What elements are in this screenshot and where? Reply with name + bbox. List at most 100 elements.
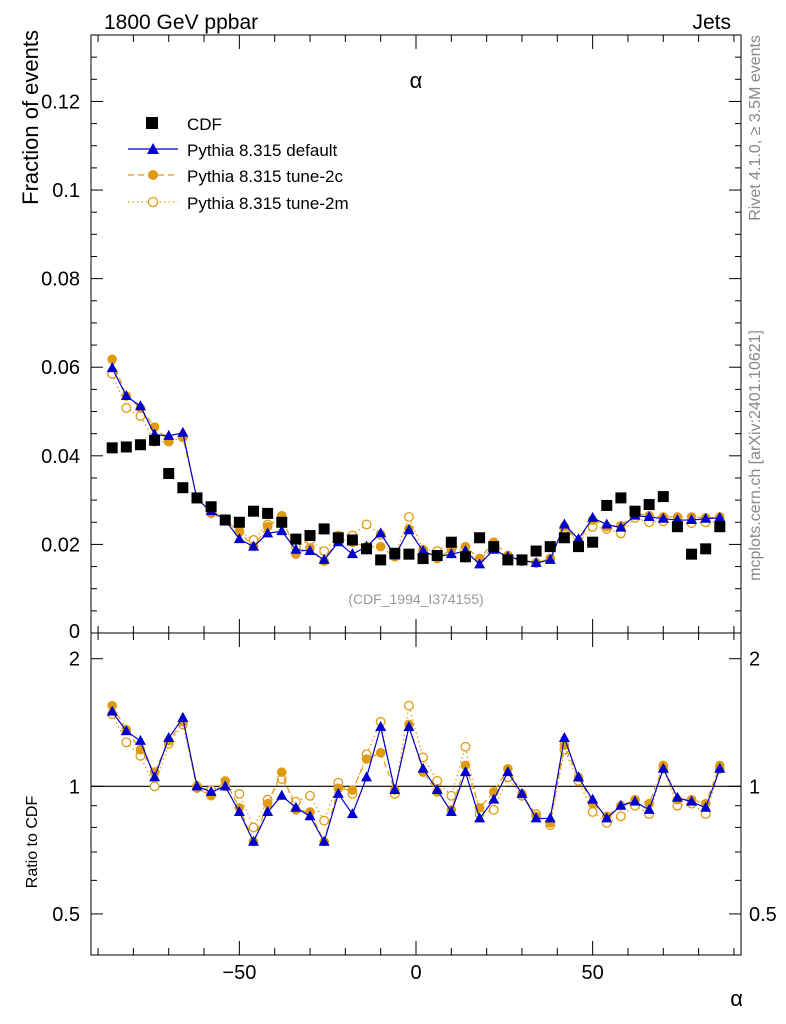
main-point-cdf	[403, 548, 415, 560]
main-point-cdf	[134, 439, 146, 451]
main-point-pythia-8-315-default	[262, 527, 274, 538]
ratio-y-tick-label: 0.5	[52, 904, 80, 926]
main-point-cdf	[657, 491, 669, 503]
legend-label-cdf: CDF	[187, 115, 222, 134]
ratio-plot-series	[106, 700, 726, 847]
ratio-point-pythia-8-315-default	[686, 795, 698, 806]
legend-label-tune2m: Pythia 8.315 tune-2m	[187, 194, 349, 213]
ratio-point-pythia-8-315-tune-2m	[432, 775, 443, 786]
main-point-cdf	[262, 507, 274, 519]
main-point-pythia-8-315-default	[120, 390, 132, 401]
main-point-pythia-8-315-default	[643, 510, 655, 521]
main-point-pythia-8-315-default	[403, 524, 415, 535]
main-point-cdf	[106, 442, 118, 454]
main-point-pythia-8-315-default	[474, 558, 486, 569]
ratio-point-pythia-8-315-default	[106, 705, 118, 716]
main-line-pythia-8-315-tune-2m	[111, 373, 720, 564]
main-point-pythia-8-315-default	[445, 548, 457, 559]
main-point-pythia-8-315-default	[573, 533, 584, 544]
main-point-cdf	[671, 521, 683, 533]
main-point-cdf	[191, 492, 203, 504]
main-point-cdf	[558, 532, 570, 544]
main-point-pythia-8-315-default	[248, 540, 259, 551]
main-point-cdf	[643, 499, 655, 511]
main-line-pythia-8-315-tune-2c	[111, 359, 720, 564]
legend-label-default: Pythia 8.315 default	[187, 141, 338, 160]
main-point-cdf	[332, 532, 344, 544]
main-point-pythia-8-315-tune-2c	[262, 521, 273, 532]
ratio-point-pythia-8-315-default	[403, 721, 415, 732]
main-point-cdf	[389, 547, 401, 559]
ratio-point-pythia-8-315-default	[219, 780, 231, 791]
main-point-pythia-8-315-default	[276, 525, 288, 536]
ratio-point-pythia-8-315-default	[120, 725, 132, 736]
main-point-cdf	[417, 553, 429, 565]
ratio-point-pythia-8-315-default	[714, 762, 726, 773]
ratio-point-pythia-8-315-default	[431, 784, 443, 795]
ratio-point-pythia-8-315-default	[544, 812, 556, 823]
main-point-pythia-8-315-default	[375, 527, 387, 538]
analysis-watermark: (CDF_1994_I374155)	[348, 591, 483, 607]
main-point-cdf	[700, 543, 712, 555]
ratio-point-pythia-8-315-default	[474, 812, 486, 823]
main-point-cdf	[714, 521, 726, 533]
main-point-cdf	[163, 468, 175, 480]
main-point-cdf	[219, 514, 231, 526]
ratio-point-pythia-8-315-tune-2c	[107, 700, 117, 711]
main-point-cdf	[516, 554, 528, 566]
ratio-point-pythia-8-315-default	[375, 721, 387, 732]
ratio-point-pythia-8-315-default	[163, 732, 175, 743]
ratio-y-tick-label-right: 1	[749, 776, 760, 798]
main-point-pythia-8-315-tune-2c	[107, 354, 117, 365]
ratio-point-pythia-8-315-tune-2m	[446, 790, 457, 801]
main-y-tick-label: 0.02	[41, 534, 80, 556]
main-point-cdf	[375, 554, 387, 566]
main-y-tick-label: 0.06	[41, 357, 80, 379]
ratio-point-pythia-8-315-default	[304, 810, 316, 821]
ratio-point-pythia-8-315-tune-2m	[460, 741, 471, 752]
ratio-point-pythia-8-315-default	[573, 771, 584, 782]
header-right: Jets	[692, 11, 731, 34]
main-point-cdf	[361, 543, 373, 555]
main-point-cdf	[233, 516, 245, 528]
main-y-tick-label: 0.04	[41, 446, 80, 468]
ratio-point-pythia-8-315-tune-2m	[615, 811, 626, 822]
legend-label-tune2c: Pythia 8.315 tune-2c	[187, 167, 343, 186]
main-point-cdf	[587, 536, 599, 548]
ratio-x-tick-label: 0	[410, 962, 421, 984]
main-point-cdf	[629, 505, 641, 517]
legend-marker-cdf	[146, 117, 158, 129]
main-point-pythia-8-315-default	[417, 545, 429, 556]
main-point-pythia-8-315-default	[544, 553, 556, 564]
ratio-point-pythia-8-315-default	[445, 805, 457, 816]
ratio-axis-ticks: −50 0 50 0.5 0.5 1 1 2 2	[52, 633, 777, 984]
ratio-point-pythia-8-315-default	[671, 791, 683, 802]
main-point-pythia-8-315-default	[700, 512, 712, 523]
main-point-pythia-8-315-default	[106, 362, 118, 373]
header-left: 1800 GeV ppbar	[104, 11, 258, 34]
main-point-pythia-8-315-default	[318, 553, 330, 564]
main-line-pythia-8-315-default	[111, 367, 720, 566]
ratio-point-pythia-8-315-default	[276, 789, 288, 800]
ratio-point-pythia-8-315-tune-2m	[248, 822, 259, 833]
ratio-point-pythia-8-315-tune-2c	[262, 798, 273, 809]
main-point-pythia-8-315-default	[657, 512, 669, 523]
ratio-point-pythia-8-315-default	[262, 805, 274, 816]
main-point-pythia-8-315-tune-2c	[375, 541, 386, 552]
ratio-point-pythia-8-315-tune-2c	[276, 767, 287, 777]
main-point-cdf	[459, 551, 471, 563]
main-point-pythia-8-315-tune-2m	[361, 519, 372, 530]
main-point-cdf	[686, 548, 698, 560]
main-point-cdf	[290, 533, 302, 545]
ratio-y-tick-label-right: 0.5	[749, 904, 777, 926]
ratio-point-pythia-8-315-default	[657, 762, 669, 773]
main-point-cdf	[177, 482, 189, 494]
ratio-y-tick-label: 2	[69, 649, 80, 671]
ratio-point-pythia-8-315-tune-2m	[234, 788, 245, 799]
ratio-line-pythia-8-315-tune-2c	[111, 705, 721, 844]
ratio-point-pythia-8-315-default	[134, 734, 146, 745]
main-point-pythia-8-315-default	[346, 548, 358, 559]
main-point-cdf	[615, 492, 627, 504]
ratio-point-pythia-8-315-tune-2m	[121, 737, 132, 748]
